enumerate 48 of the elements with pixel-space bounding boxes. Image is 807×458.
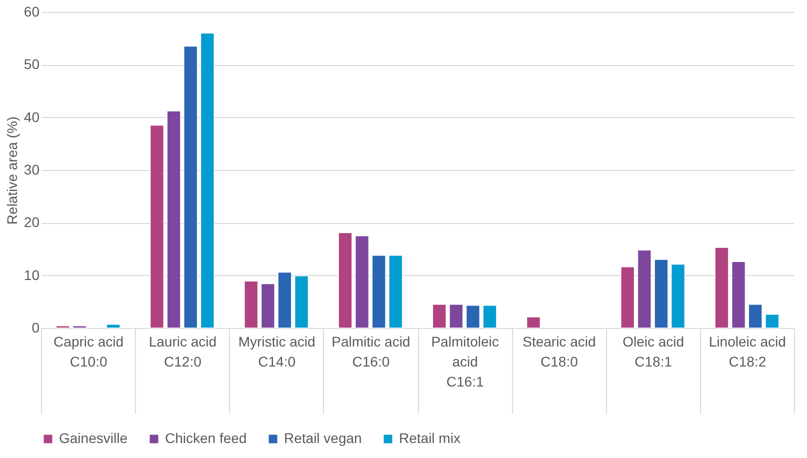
bar [482,304,497,328]
bar [244,280,258,328]
legend-label: Retail mix [399,430,460,446]
bar [354,235,370,328]
y-tick-label: 30 [24,162,40,178]
bar [278,272,292,328]
bar [56,325,70,328]
bar [765,314,780,328]
legend-label: Chicken feed [165,430,247,446]
legend-label: Retail vegan [284,430,362,446]
bar [449,304,464,328]
bar [670,264,686,328]
bar [72,325,87,328]
bar [748,304,762,328]
bar [150,124,164,328]
bar [260,283,276,328]
y-tick-label: 50 [24,56,40,72]
legend-label: Gainesville [59,430,128,446]
bar [466,304,480,328]
y-tick-label: 0 [32,320,40,336]
bar [731,261,746,328]
x-tick-label: Myristic acid C14:0 [238,334,316,370]
bar [294,275,309,328]
x-tick-label: Lauric acid C12:0 [148,334,217,370]
x-tick-label: Oleic acid C18:1 [622,334,684,370]
bar [200,32,215,328]
bar [338,232,352,328]
bar [526,316,541,328]
bar [620,266,635,328]
x-tick-label: Palmitic acid C16:0 [332,334,410,370]
bar [714,247,729,328]
y-tick-label: 20 [24,214,40,230]
y-tick-label: 10 [24,266,40,283]
x-tick-label: Palmitoleic acid C16:1 [431,334,499,390]
x-tick-label: Stearic acid C18:0 [522,334,596,370]
bar [372,254,386,328]
bar [637,250,652,328]
y-axis-title: Relative area (%) [4,116,20,225]
x-tick-label: Linoleic acid C18:2 [708,334,786,370]
x-tick-label: Capric acid C10:0 [54,334,124,370]
y-tick-label: 40 [24,108,40,125]
bar [106,324,120,328]
bar [654,259,668,328]
y-tick-label: 60 [24,4,40,20]
bar [183,46,198,328]
bar [166,110,181,328]
bar [388,254,403,328]
bar [432,304,446,328]
